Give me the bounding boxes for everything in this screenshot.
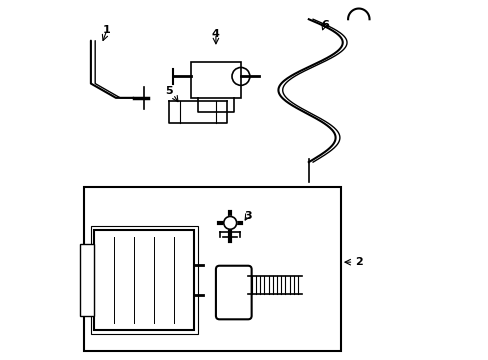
Text: 1: 1: [103, 25, 111, 35]
Bar: [94, 230, 194, 330]
Text: 4: 4: [212, 28, 220, 39]
Text: 2: 2: [354, 257, 362, 267]
Bar: [91, 226, 198, 334]
Bar: [190, 62, 241, 98]
Text: 3: 3: [244, 211, 251, 221]
Bar: [83, 187, 340, 351]
FancyBboxPatch shape: [216, 266, 251, 319]
Bar: [80, 244, 94, 316]
Text: 6: 6: [320, 19, 328, 30]
Circle shape: [224, 216, 236, 229]
Text: 5: 5: [165, 86, 173, 96]
